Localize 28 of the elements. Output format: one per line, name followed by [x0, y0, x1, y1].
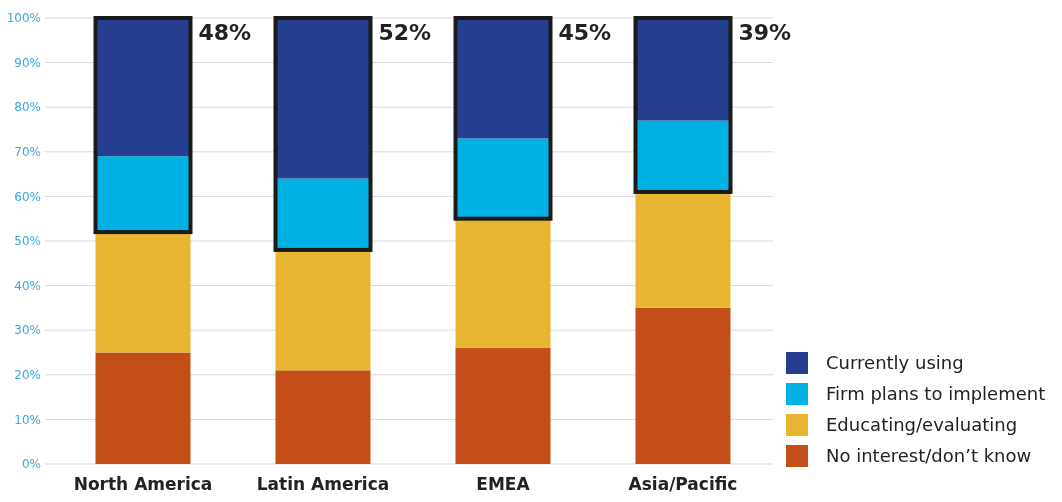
x-tick-label: North America [73, 474, 213, 494]
y-tick-label: 30% [14, 323, 41, 338]
y-tick-label: 70% [14, 145, 41, 159]
y-tick-label: 50% [14, 234, 41, 249]
y-tick-label: 90% [14, 55, 41, 70]
y-tick-label: 0% [21, 457, 41, 472]
annotation: 45% [558, 20, 612, 45]
bar [455, 348, 551, 464]
bar [275, 178, 371, 250]
x-tick-label: EMEA [476, 474, 531, 494]
legend-label: Firm plans to implement [826, 383, 1046, 405]
y-tick-label: 40% [14, 278, 41, 293]
legend-label: Educating/evaluating [826, 414, 1018, 436]
annotation: 48% [198, 20, 252, 45]
annotation: 39% [738, 20, 792, 45]
legend-label: No interest/don’t know [826, 445, 1032, 467]
y-tick-label: 100% [6, 11, 41, 26]
y-tick-label: 20% [14, 368, 41, 382]
bar [95, 352, 191, 464]
y-tick-label: 10% [14, 412, 41, 427]
legend-label: Currently using [826, 352, 964, 374]
y-tick-label: 60% [14, 189, 41, 204]
y-tick-label: 80% [14, 100, 41, 115]
bar [275, 370, 371, 464]
x-tick-label: Latin America [256, 474, 390, 494]
annotation: 52% [378, 20, 432, 45]
bar [635, 307, 731, 464]
x-tick-label: Asia/Pacific [628, 474, 738, 494]
